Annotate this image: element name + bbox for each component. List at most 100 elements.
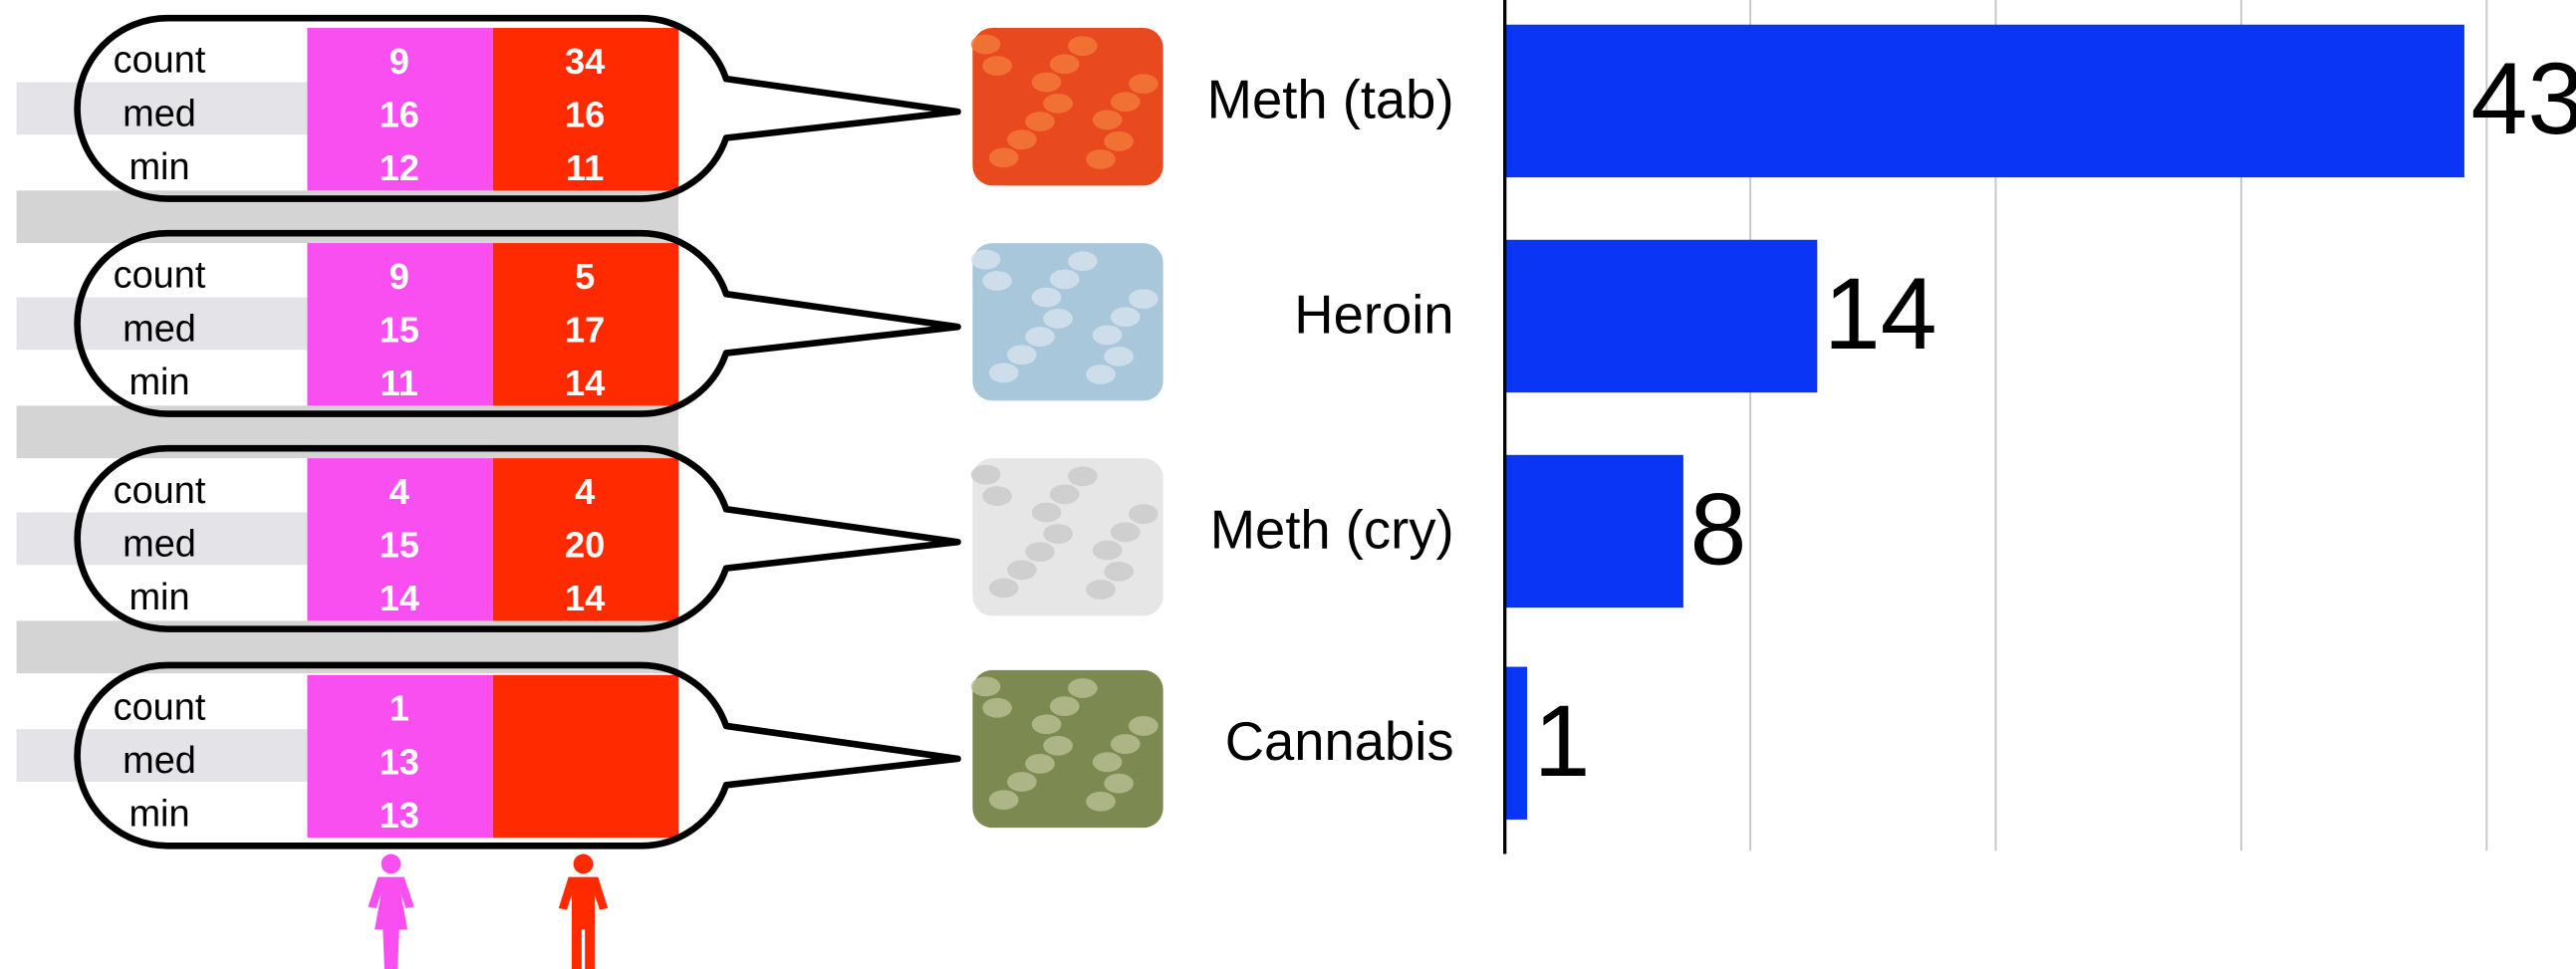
value-label: 43: [2471, 41, 2576, 155]
row-label: med: [123, 740, 196, 782]
photo-texture: [1129, 74, 1159, 95]
table-value: 11: [566, 147, 604, 188]
photo-texture: [982, 697, 1012, 718]
table-value: 4: [575, 471, 595, 512]
row-label: med: [123, 308, 196, 350]
row-label: med: [123, 93, 196, 134]
photo-texture: [1025, 112, 1055, 131]
photo-texture: [1025, 327, 1055, 347]
photo-texture: [1006, 560, 1037, 581]
row-label: count: [114, 686, 206, 728]
photo-texture: [982, 271, 1012, 291]
table-value: 16: [565, 94, 605, 134]
photo-texture: [1129, 504, 1159, 525]
row-stripe: [16, 297, 308, 351]
table-value: 20: [565, 525, 605, 566]
value-label: 1: [1534, 683, 1591, 798]
table-value: 16: [380, 94, 419, 134]
photo-texture: [1110, 92, 1141, 113]
bar: [1504, 666, 1528, 820]
table-value: 13: [380, 795, 419, 836]
photo-texture: [1086, 791, 1116, 812]
table-value: 11: [381, 363, 418, 403]
table-column: [307, 28, 493, 191]
table-column: [307, 674, 493, 839]
photo-texture: [1025, 753, 1055, 774]
table-value: 15: [380, 310, 419, 351]
photo-texture: [1086, 364, 1116, 384]
row-label: med: [123, 523, 196, 565]
drug-photo: [970, 669, 1163, 829]
photo-texture: [970, 676, 1001, 697]
drug-photo: [970, 458, 1163, 616]
table-column: [492, 28, 679, 191]
photo-texture: [982, 56, 1012, 76]
callout-bubble: [74, 14, 961, 202]
row-label: count: [114, 470, 206, 512]
drug-photo: [970, 28, 1163, 186]
value-label: 8: [1689, 471, 1746, 586]
table-value: 17: [565, 310, 605, 351]
photo-texture: [1110, 522, 1141, 543]
photo-texture: [1031, 714, 1062, 735]
photo-texture: [1006, 129, 1037, 150]
row-label: count: [114, 40, 206, 82]
table-column: [492, 243, 679, 406]
row-label: min: [129, 794, 189, 836]
photo-texture: [1086, 149, 1116, 169]
bar: [1504, 239, 1818, 393]
photo-texture: [1068, 466, 1098, 487]
category-label: Meth (tab): [1207, 69, 1454, 129]
photo-texture: [1049, 269, 1080, 290]
photo-texture: [988, 790, 1019, 811]
table-value: 9: [389, 41, 409, 82]
photo-texture: [970, 249, 1001, 270]
row-stripe: [16, 512, 308, 566]
photo-texture: [1043, 735, 1073, 756]
callout-bubble: [74, 444, 961, 632]
photo-texture: [1006, 345, 1037, 365]
callout-bubble: [74, 661, 961, 849]
bar: [1504, 24, 2464, 178]
photo-texture: [1049, 54, 1080, 75]
row-label: min: [129, 146, 189, 188]
bar: [1504, 454, 1683, 608]
category-label: Heroin: [1294, 284, 1453, 345]
photo-texture: [988, 578, 1019, 599]
drug-photo: [970, 243, 1163, 401]
row-label: count: [114, 255, 206, 297]
value-label: 14: [1824, 256, 1937, 370]
photo-texture: [1110, 734, 1141, 754]
photo-texture: [1068, 251, 1098, 272]
photo-texture: [970, 34, 1001, 55]
photo-texture: [1110, 307, 1141, 328]
photo-texture: [1104, 346, 1134, 366]
photo-texture: [988, 147, 1019, 168]
female-icon: [368, 853, 414, 969]
photo-texture: [1104, 562, 1134, 582]
photo-texture: [1129, 716, 1159, 736]
table-column: [307, 243, 493, 406]
table-value: 14: [565, 363, 605, 403]
table-value: 34: [565, 41, 605, 82]
table-value: 13: [380, 741, 419, 782]
photo-texture: [1031, 287, 1062, 308]
photo-texture: [1049, 484, 1080, 505]
photo-texture: [1068, 678, 1098, 698]
photo-texture: [1092, 110, 1123, 130]
table-value: 12: [380, 147, 419, 188]
photo-texture: [1104, 773, 1134, 794]
photo-texture: [982, 486, 1012, 506]
table-column: [492, 674, 679, 839]
photo-texture: [1104, 130, 1134, 151]
photo-texture: [1025, 542, 1055, 563]
table-value: 9: [389, 256, 409, 297]
table-value: 14: [380, 578, 419, 618]
photo-texture: [1092, 540, 1123, 561]
table-column: [492, 458, 679, 621]
row-label: min: [129, 362, 189, 403]
table-value: 1: [389, 688, 409, 729]
row-stripe: [16, 82, 308, 135]
